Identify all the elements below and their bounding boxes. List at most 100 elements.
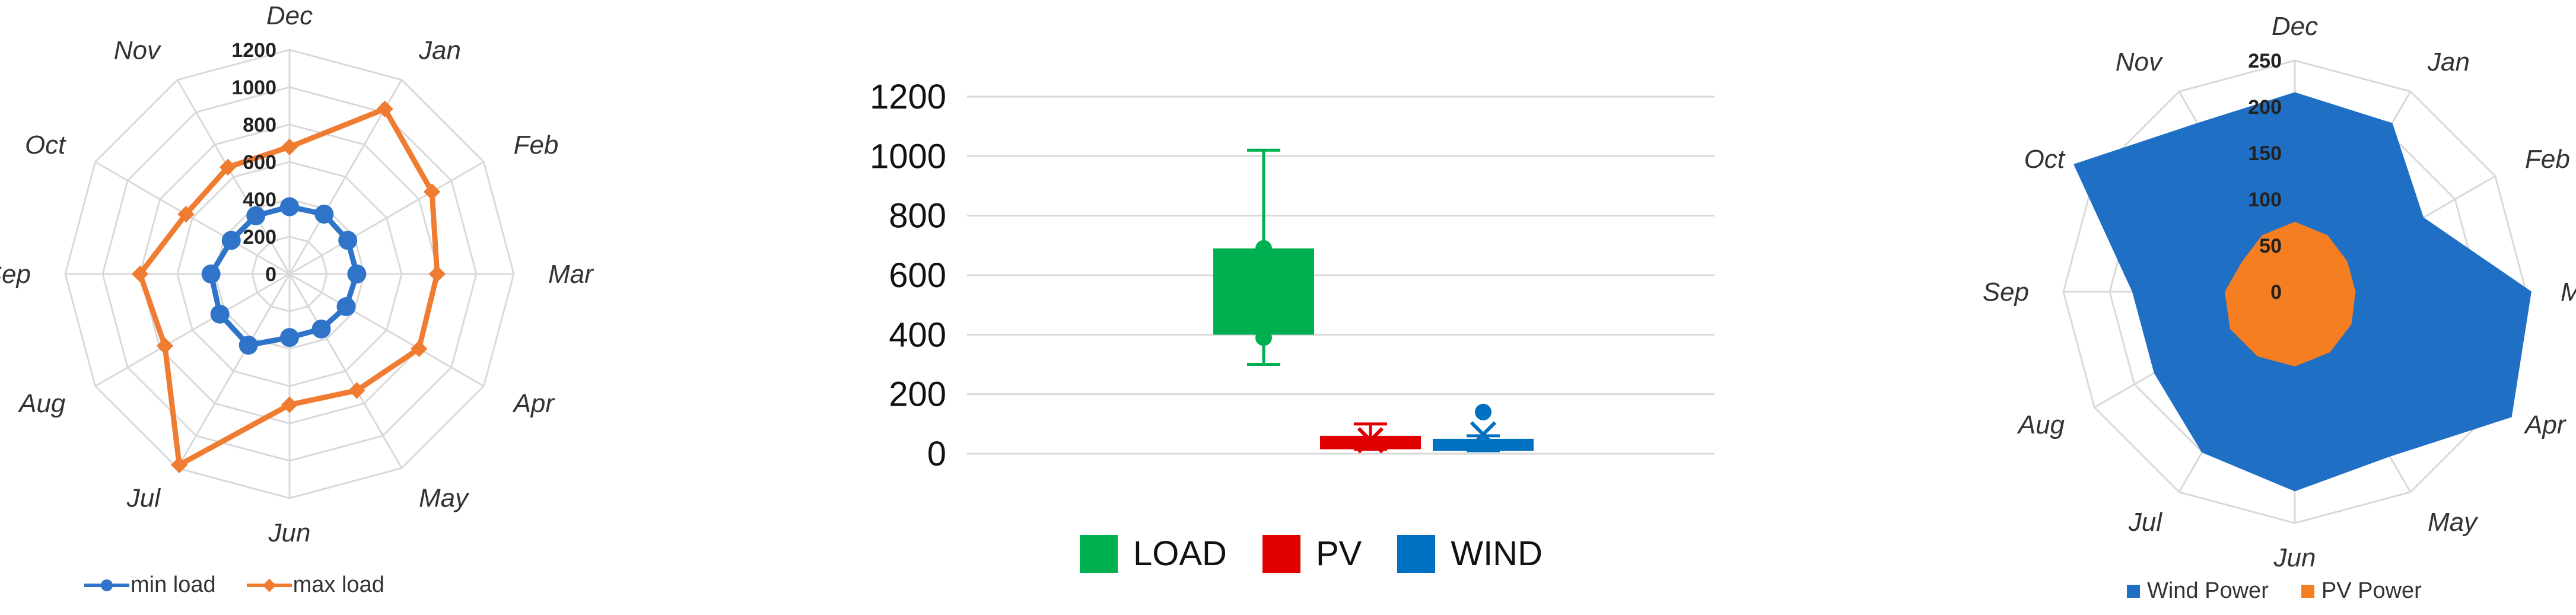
y-tick-label-800: 800 — [889, 197, 946, 235]
load-radar-svg: 0 200 400 600 800 1000 1200 Dec Jan Feb Mar Apr May J… — [0, 1, 594, 547]
data-point-max-load-nov — [219, 158, 237, 176]
power-radar-legend: Wind Power PV Power — [2127, 578, 2422, 604]
category-label-apr: Apr — [512, 389, 556, 418]
box-load — [1213, 248, 1314, 335]
data-point-min-load-jan — [314, 205, 334, 224]
data-point-min-load-sep — [201, 265, 221, 283]
data-point-min-load-may — [311, 319, 331, 339]
category-label-jul: Jul — [2128, 508, 2162, 537]
min-load-marker-icon — [84, 579, 129, 591]
y-tick-label-600: 600 — [889, 256, 946, 295]
radial-tick-label-150: 150 — [2248, 142, 2282, 165]
data-point-min-load-apr — [336, 297, 356, 317]
data-point-min-load-jun — [280, 328, 299, 348]
legend-item-max-load: max load — [246, 572, 384, 598]
radar-spoke-apr — [289, 273, 485, 387]
data-point-min-load-jul — [238, 336, 258, 355]
legend-item-pv-power: PV Power — [2301, 578, 2422, 604]
box-plot-legend: LOAD PV WIND — [1080, 534, 1543, 573]
category-label-jul: Jul — [126, 484, 161, 513]
legend-label-load: LOAD — [1133, 534, 1227, 573]
data-point-max-load-jun — [281, 396, 298, 413]
category-label-feb: Feb — [514, 130, 559, 160]
radial-tick-label-250: 250 — [2248, 50, 2282, 72]
radar-spoke-aug — [94, 273, 290, 387]
radial-tick-label-600: 600 — [243, 151, 276, 174]
radial-tick-label-0: 0 — [2270, 281, 2282, 304]
category-label-dec: Dec — [266, 1, 313, 30]
radial-tick-label-200: 200 — [243, 226, 276, 248]
data-point-min-load-nov — [246, 206, 266, 225]
category-label-sep: Sep — [1983, 278, 2029, 307]
category-label-mar: Mar — [2561, 278, 2576, 307]
data-point-max-load-mar — [428, 265, 446, 283]
data-point-max-load-apr — [411, 340, 428, 358]
legend-item-min-load: min load — [83, 572, 216, 598]
category-label-sep: Sep — [0, 260, 31, 289]
category-label-oct: Oct — [25, 130, 66, 160]
data-point-min-load-mar — [347, 265, 367, 283]
data-point-max-load-jan — [376, 100, 393, 117]
legend-item-wind-power: Wind Power — [2127, 578, 2269, 604]
mean-marker-load — [1250, 273, 1277, 301]
pv-power-swatch-icon — [2301, 584, 2314, 598]
radar-spoke-oct — [94, 161, 290, 275]
radial-tick-label-1000: 1000 — [231, 77, 276, 99]
load-radar-legend: min load max load — [83, 572, 384, 598]
legend-label-min-load: min load — [131, 572, 216, 597]
radial-tick-label-200: 200 — [2248, 96, 2282, 119]
category-label-jun: Jun — [2273, 543, 2316, 572]
data-point-min-load-dec — [280, 197, 299, 216]
outlier-point-wind-0 — [1475, 403, 1491, 420]
legend-item-wind: WIND — [1397, 534, 1543, 573]
radial-tick-label-50: 50 — [2259, 235, 2282, 257]
y-tick-label-1200: 1200 — [870, 78, 946, 116]
y-tick-label-200: 200 — [889, 375, 946, 414]
category-label-feb: Feb — [2525, 145, 2570, 174]
category-label-nov: Nov — [2116, 47, 2164, 77]
box-plot-chart: 0 200 400 600 800 1000 1200 LOAD PV WIND — [854, 0, 1804, 615]
category-label-jun: Jun — [268, 518, 311, 547]
legend-label-pv: PV — [1315, 534, 1362, 573]
radial-tick-label-800: 800 — [243, 114, 276, 136]
radial-tick-label-1200: 1200 — [231, 39, 276, 62]
legend-label-pv-power: PV Power — [2321, 578, 2422, 603]
category-label-aug: Aug — [17, 389, 66, 418]
outlier-point-load-1 — [1255, 329, 1272, 346]
radar-spoke-may — [288, 273, 403, 469]
data-point-max-load-oct — [177, 206, 195, 223]
legend-item-load: LOAD — [1080, 534, 1227, 573]
category-label-nov: Nov — [114, 36, 162, 65]
mean-marker-pv — [1357, 427, 1384, 454]
data-point-max-load-feb — [423, 183, 441, 200]
data-point-max-load-aug — [156, 337, 174, 355]
radar-spoke-nov — [176, 79, 291, 275]
category-label-apr: Apr — [2523, 410, 2567, 439]
category-label-jan: Jan — [2427, 47, 2470, 77]
category-label-oct: Oct — [2024, 145, 2066, 174]
category-label-jan: Jan — [418, 36, 461, 65]
radar-spoke-feb — [289, 161, 485, 275]
radar-spoke-jul — [176, 273, 291, 469]
data-point-max-load-jul — [171, 456, 188, 474]
category-label-dec: Dec — [2272, 12, 2318, 41]
category-label-aug: Aug — [2017, 410, 2065, 439]
data-point-max-load-dec — [281, 138, 298, 155]
radial-tick-label-400: 400 — [243, 189, 276, 211]
data-point-min-load-feb — [338, 231, 358, 250]
radial-tick-label-0: 0 — [265, 263, 276, 286]
category-label-may: May — [2428, 508, 2479, 537]
series-area-pv-power — [2224, 221, 2356, 367]
outlier-point-load-0 — [1255, 240, 1272, 257]
y-tick-label-400: 400 — [889, 316, 946, 354]
wind-power-swatch-icon — [2127, 584, 2140, 598]
category-label-mar: Mar — [548, 260, 594, 289]
box-plot-svg: 0 200 400 600 800 1000 1200 — [870, 78, 1715, 473]
max-load-marker-icon — [246, 578, 292, 592]
y-tick-label-0: 0 — [927, 435, 946, 473]
wind-swatch-icon — [1397, 534, 1436, 573]
mean-marker-wind — [1470, 421, 1497, 448]
power-radar-svg: 0 50 100 150 200 250 Dec Jan Feb Mar Apr May Jun Jul A… — [1983, 12, 2576, 572]
load-radar-chart: 0 200 400 600 800 1000 1200 Dec Jan Feb Mar Apr May J… — [0, 0, 594, 615]
category-label-may: May — [419, 484, 470, 513]
